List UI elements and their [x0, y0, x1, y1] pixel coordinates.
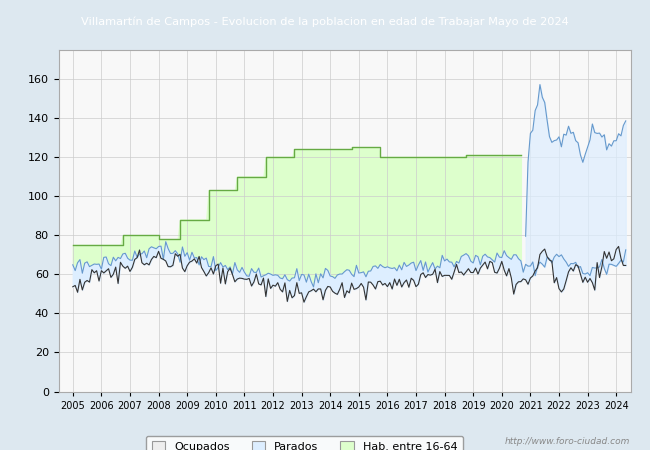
Legend: Ocupados, Parados, Hab. entre 16-64: Ocupados, Parados, Hab. entre 16-64	[146, 436, 463, 450]
Text: Villamartín de Campos - Evolucion de la poblacion en edad de Trabajar Mayo de 20: Villamartín de Campos - Evolucion de la …	[81, 16, 569, 27]
Text: http://www.foro-ciudad.com: http://www.foro-ciudad.com	[505, 436, 630, 446]
